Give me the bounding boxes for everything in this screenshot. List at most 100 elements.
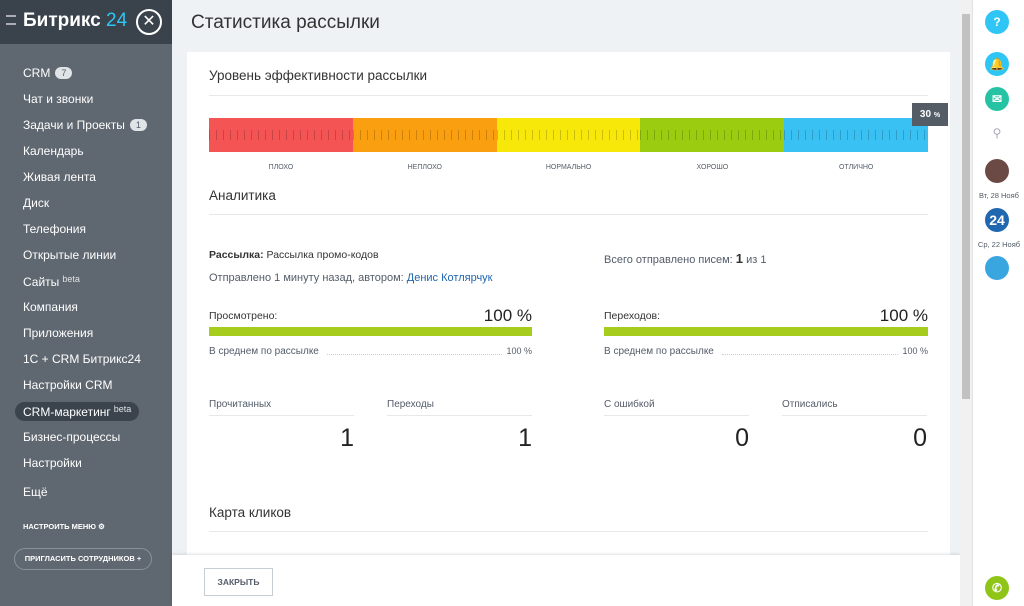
total-row: Всего отправлено писем: 1 из 1 bbox=[604, 251, 766, 266]
menu-label: Телефония bbox=[23, 222, 86, 236]
configure-text: НАСТРОИТЬ МЕНЮ bbox=[23, 522, 97, 531]
menu-item[interactable]: Телефония bbox=[23, 222, 86, 236]
scale-label: ОТЛИЧНО bbox=[839, 164, 874, 171]
avatar[interactable] bbox=[985, 159, 1009, 183]
scale-segment bbox=[640, 118, 785, 152]
menu-label: Настройки CRM bbox=[23, 378, 113, 392]
menu-label: Настройки bbox=[23, 456, 82, 470]
menu-item[interactable]: Календарь bbox=[23, 144, 84, 158]
sidebar-header: Битрикс 24 ✕ bbox=[0, 0, 172, 44]
close-slider[interactable]: ✕ bbox=[136, 9, 162, 35]
page-title: Статистика рассылки bbox=[191, 12, 380, 33]
viewed-avg-label: В среднем по рассылке bbox=[209, 346, 323, 357]
logo-num: 24 bbox=[106, 10, 128, 31]
date: Вт, 28 Нояб bbox=[979, 191, 1019, 200]
menu-item[interactable]: Приложения bbox=[23, 326, 93, 340]
stat-value: 0 bbox=[913, 424, 927, 452]
menu-label: Живая лента bbox=[23, 170, 96, 184]
stat-value: 0 bbox=[735, 424, 749, 452]
stat-value: 1 bbox=[518, 424, 532, 452]
notifications[interactable]: 🔔 bbox=[985, 52, 1009, 76]
sent-text: Отправлено 1 минуту назад, автором: bbox=[209, 272, 404, 284]
messages[interactable]: ✉ bbox=[985, 87, 1009, 111]
clicks-value: 100 % bbox=[879, 306, 928, 325]
scale-segment bbox=[209, 118, 353, 152]
menu-item[interactable]: Чат и звонки bbox=[23, 92, 93, 106]
stat-label: Прочитанных bbox=[209, 399, 354, 416]
menu-item[interactable]: CRM-маркетинг beta bbox=[15, 402, 140, 421]
menu-item[interactable]: Бизнес-процессы bbox=[23, 430, 120, 444]
menu-item[interactable]: 1С + CRM Битрикс24 bbox=[23, 352, 141, 366]
menu-item[interactable]: Задачи и Проекты 1 bbox=[23, 118, 147, 132]
scale-segment bbox=[496, 118, 641, 152]
total-label: Всего отправлено писем: bbox=[604, 254, 733, 266]
burger[interactable] bbox=[6, 15, 16, 25]
clicks-bar bbox=[604, 327, 928, 336]
menu-badge: 7 bbox=[55, 67, 73, 79]
viewed-block: Просмотрено: 100 % В среднем по рассылке… bbox=[209, 306, 532, 362]
efficiency-heading: Уровень эффективности рассылки bbox=[209, 68, 428, 83]
clicks-label: Переходов: bbox=[604, 310, 661, 322]
mailing-label: Рассылка: bbox=[209, 249, 264, 261]
scale-label: НЕПЛОХО bbox=[407, 164, 442, 171]
clicks-avg-label: В среднем по рассылке bbox=[604, 346, 714, 357]
menu-label: Ещё bbox=[23, 485, 48, 499]
menu-label: Сайты bbox=[23, 275, 60, 289]
total-value: 1 bbox=[735, 251, 744, 266]
clicks-block: Переходов: 100 % В среднем по рассылке 1… bbox=[604, 306, 928, 362]
stat-value: 1 bbox=[340, 424, 354, 452]
viewed-label: Просмотрено: bbox=[209, 310, 278, 322]
analytics-heading: Аналитика bbox=[209, 188, 276, 203]
scale-label: ПЛОХО bbox=[268, 164, 294, 171]
efficiency-marker: 30 % bbox=[912, 103, 948, 126]
search[interactable]: ⚲ bbox=[992, 126, 1002, 140]
menu-item[interactable]: Ещё bbox=[23, 485, 48, 499]
menu-beta: beta bbox=[113, 404, 132, 414]
mailing-row: Рассылка: Рассылка промо-кодов bbox=[209, 249, 379, 261]
menu-item[interactable]: Диск bbox=[23, 196, 49, 210]
menu-item[interactable]: Компания bbox=[23, 300, 78, 314]
menu-label: Диск bbox=[23, 196, 50, 210]
separator bbox=[209, 531, 928, 532]
total-of: из 1 bbox=[746, 254, 767, 266]
menu-item[interactable]: Сайты beta bbox=[23, 274, 80, 289]
menu-item[interactable]: Настройки CRM bbox=[23, 378, 113, 392]
menu-item[interactable]: Живая лента bbox=[23, 170, 96, 184]
sidebar: Битрикс 24 ✕ CRM 7 Чат и звонки Задачи и Пр… bbox=[0, 0, 172, 606]
app-icon[interactable]: 24 bbox=[985, 208, 1009, 232]
scale-segment bbox=[784, 118, 929, 152]
mailing-name: Рассылка промо-кодов bbox=[266, 249, 379, 261]
dots bbox=[327, 354, 502, 355]
configure-menu[interactable]: НАСТРОИТЬ МЕНЮ ⚙ bbox=[23, 522, 105, 531]
menu-label: Задачи и Проекты bbox=[23, 118, 125, 132]
viewed-value: 100 % bbox=[483, 306, 532, 325]
logo: Битрикс 24 bbox=[23, 10, 127, 32]
sent-row: Отправлено 1 минуту назад, автором: Дени… bbox=[209, 272, 492, 284]
separator bbox=[209, 214, 928, 215]
close-button[interactable]: ЗАКРЫТЬ bbox=[204, 568, 273, 596]
menu-label: CRM bbox=[23, 66, 51, 80]
phone[interactable]: ✆ bbox=[985, 576, 1009, 600]
menu-item[interactable]: CRM 7 bbox=[23, 66, 73, 80]
viewed-avg-value: 100 % bbox=[506, 346, 532, 356]
help-button[interactable]: ? bbox=[985, 10, 1009, 34]
menu-label: CRM-маркетинг bbox=[23, 405, 111, 419]
scroll-thumb[interactable] bbox=[962, 14, 970, 399]
menu-label: Открытые линии bbox=[23, 248, 117, 262]
menu-label: Приложения bbox=[23, 326, 94, 340]
menu-label: Календарь bbox=[23, 144, 84, 158]
menu-item[interactable]: Открытые линии bbox=[23, 248, 116, 262]
menu-badge: 1 bbox=[129, 119, 147, 131]
scrollbar bbox=[960, 0, 972, 606]
menu-item[interactable]: Настройки bbox=[23, 456, 82, 470]
menu-label: Компания bbox=[23, 300, 78, 314]
viewed-bar bbox=[209, 327, 532, 336]
stat-label: Переходы bbox=[387, 399, 532, 416]
marker-unit: % bbox=[933, 112, 941, 119]
invite-button[interactable]: ПРИГЛАСИТЬ СОТРУДНИКОВ + bbox=[14, 548, 152, 570]
bot-icon[interactable] bbox=[985, 256, 1009, 280]
author-link[interactable]: Денис Котлярчук bbox=[406, 272, 493, 284]
scale-label: НОРМАЛЬНО bbox=[545, 164, 592, 171]
stat-label: С ошибкой bbox=[604, 399, 749, 416]
menu-beta: beta bbox=[62, 274, 80, 284]
